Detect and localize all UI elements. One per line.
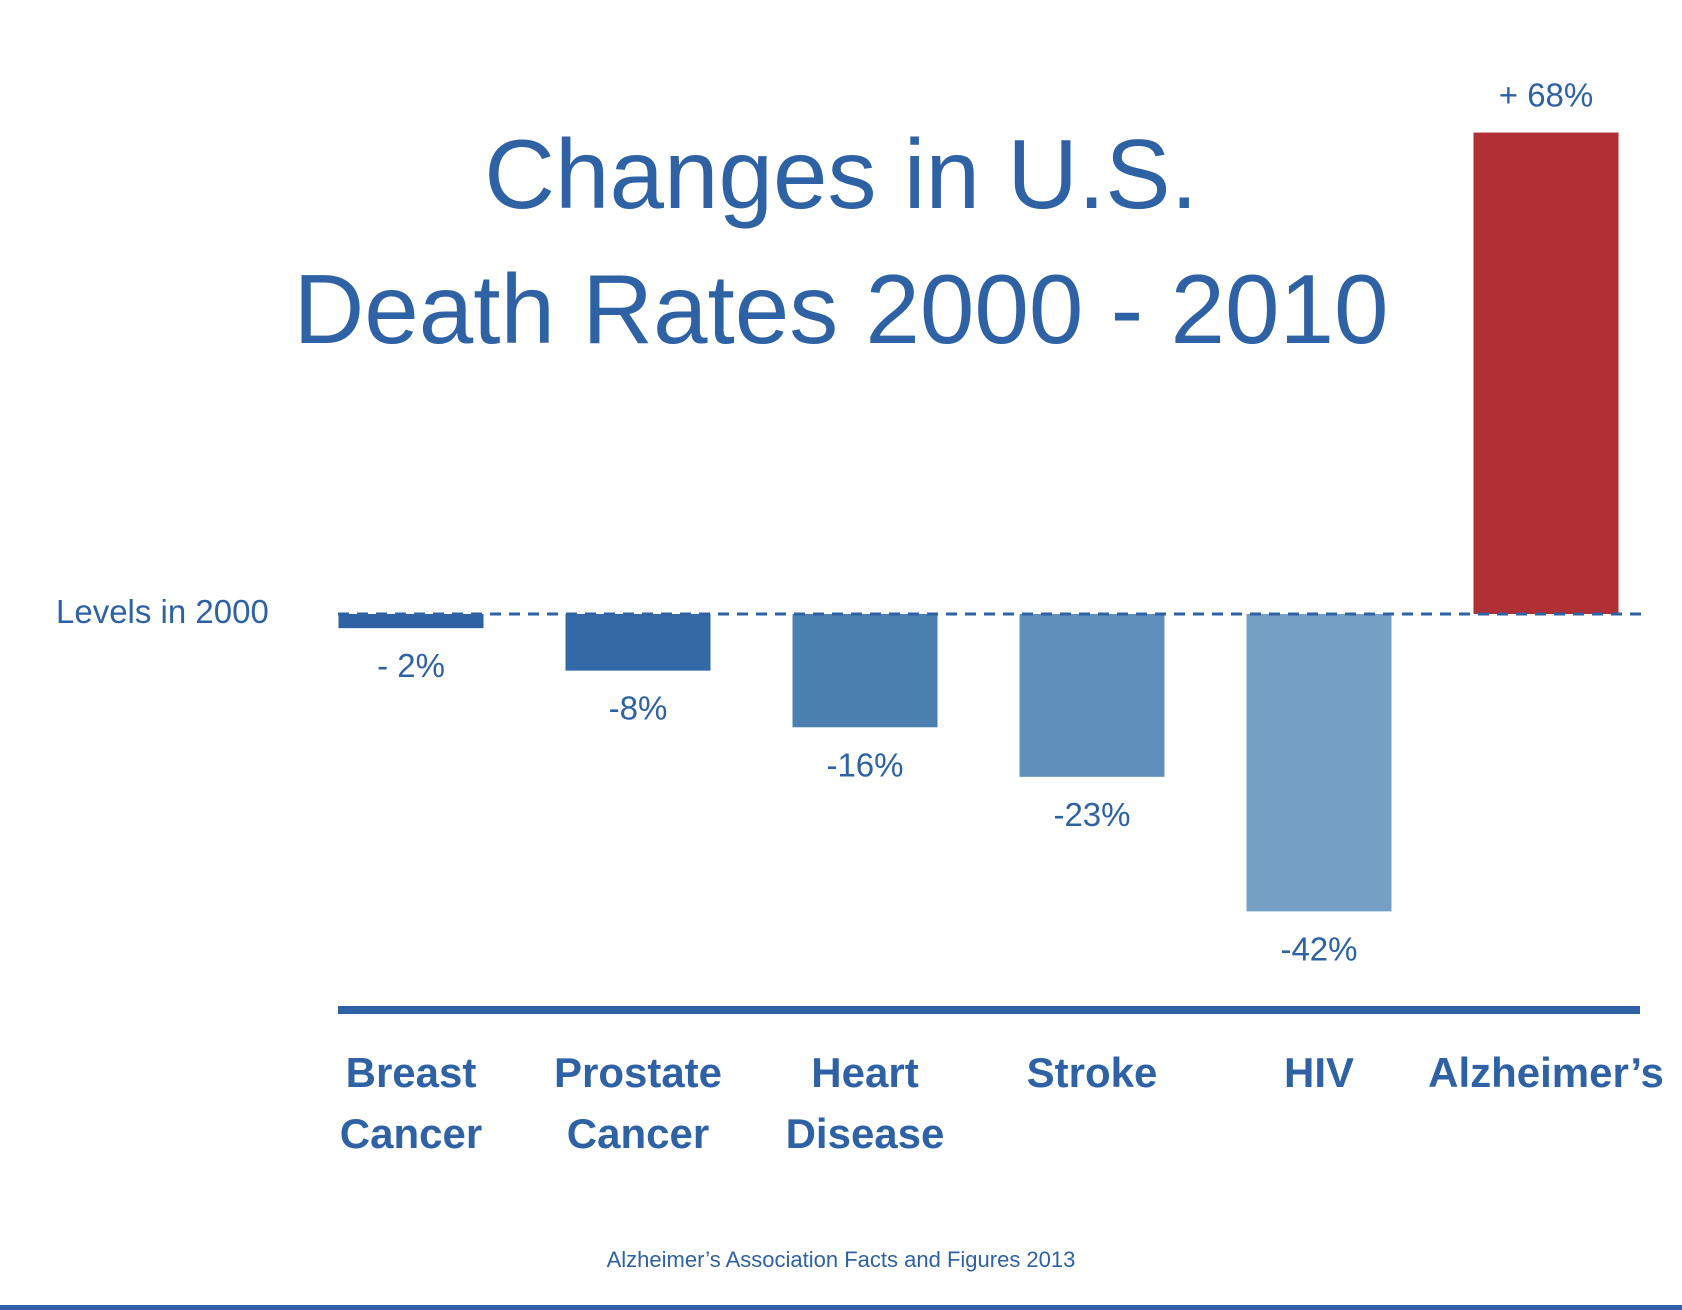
category-label-2-line-1: Disease	[786, 1110, 945, 1157]
value-label-3: -23%	[1053, 796, 1130, 833]
value-label-2: -16%	[826, 746, 903, 783]
category-label-4-line-0: HIV	[1284, 1049, 1354, 1096]
bar-4	[1246, 614, 1392, 912]
chart-title-line-1: Changes in U.S.	[484, 119, 1198, 229]
category-label-1-line-1: Cancer	[567, 1110, 709, 1157]
value-label-0: - 2%	[377, 647, 445, 684]
value-label-1: -8%	[609, 690, 668, 727]
footer-bar	[0, 1305, 1682, 1310]
chart-title-line-2: Death Rates 2000 - 2010	[293, 254, 1388, 364]
bars-group: - 2% -8% -16% -23% -42% + 68%	[338, 77, 1619, 967]
category-label-1-line-0: Prostate	[554, 1049, 722, 1096]
category-label-0-line-1: Cancer	[340, 1110, 482, 1157]
bar-3	[1019, 614, 1165, 777]
source-note: Alzheimer’s Association Facts and Figure…	[607, 1247, 1076, 1272]
value-label-4: -42%	[1280, 930, 1357, 967]
value-label-5: + 68%	[1499, 77, 1594, 114]
bar-0	[338, 614, 484, 629]
reference-line-label: Levels in 2000	[56, 593, 269, 630]
category-label-2-line-0: Heart	[811, 1049, 918, 1096]
category-label-5-line-0: Alzheimer’s	[1428, 1049, 1664, 1096]
category-label-0-line-0: Breast	[346, 1049, 477, 1096]
category-labels: Breast Cancer Prostate Cancer Heart Disease St…	[340, 1049, 1664, 1157]
bar-1	[565, 614, 711, 671]
bar-2	[792, 614, 938, 728]
category-label-3-line-0: Stroke	[1027, 1049, 1158, 1096]
bar-5	[1473, 132, 1619, 614]
